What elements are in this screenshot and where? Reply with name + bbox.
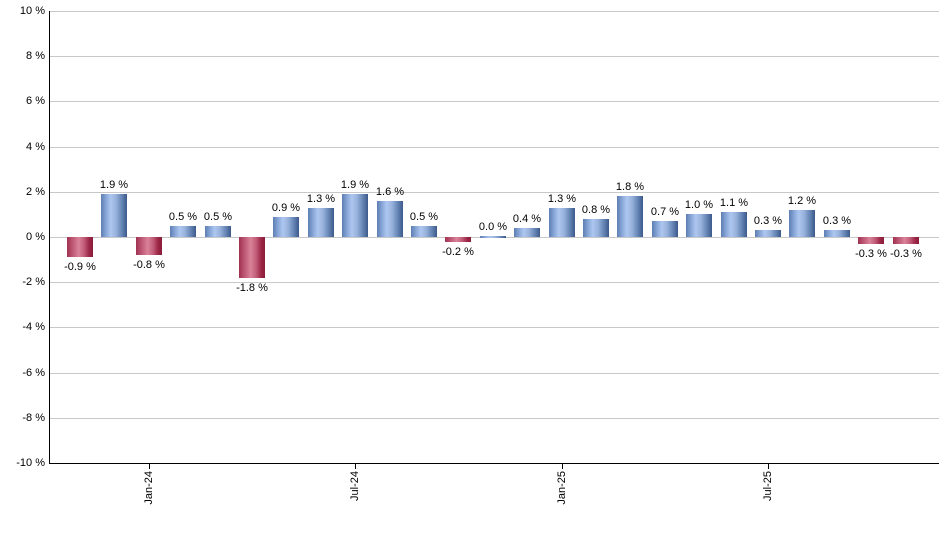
bar-value-label: 1.9 % bbox=[340, 179, 370, 191]
bar-value-label: 1.3 % bbox=[547, 193, 577, 205]
bar-value-label: 1.0 % bbox=[684, 199, 714, 211]
bar-Oct-25[interactable] bbox=[858, 237, 884, 244]
bar-value-label: 1.8 % bbox=[615, 181, 645, 193]
bar-value-label: 0.4 % bbox=[512, 213, 542, 225]
bar-Sep-24[interactable] bbox=[411, 226, 437, 237]
y-axis-label: -8 % bbox=[22, 412, 45, 424]
bar-value-label: 0.3 % bbox=[822, 215, 852, 227]
bar-Aug-25[interactable] bbox=[789, 210, 815, 237]
bar-Jun-25[interactable] bbox=[721, 212, 747, 237]
bar-value-label: 1.6 % bbox=[375, 186, 405, 198]
bar-Jan-24[interactable] bbox=[136, 237, 162, 255]
gridline--4pct bbox=[49, 327, 939, 328]
y-axis-label: -4 % bbox=[22, 321, 45, 333]
bar-value-label: 0.9 % bbox=[271, 202, 301, 214]
y-axis-label: 6 % bbox=[26, 95, 45, 107]
y-axis-label: 4 % bbox=[26, 141, 45, 153]
bar-Aug-24[interactable] bbox=[377, 201, 403, 237]
bar-value-label: -1.8 % bbox=[236, 282, 268, 294]
x-axis-tick bbox=[562, 463, 563, 469]
x-axis-tick bbox=[768, 463, 769, 469]
bar-value-label: 0.3 % bbox=[753, 215, 783, 227]
bar-Mar-24[interactable] bbox=[205, 226, 231, 237]
y-axis-label: 2 % bbox=[26, 186, 45, 198]
gridline-10pct bbox=[49, 11, 939, 12]
bar-May-25[interactable] bbox=[686, 214, 712, 237]
y-axis-label: 10 % bbox=[19, 5, 45, 17]
bar-value-label: -0.2 % bbox=[442, 246, 474, 258]
bar-value-label: 1.2 % bbox=[787, 195, 817, 207]
bar-Nov-23[interactable] bbox=[67, 237, 93, 257]
bar-Dec-24[interactable] bbox=[514, 228, 540, 237]
bar-Apr-24[interactable] bbox=[239, 237, 265, 278]
bar-Jul-25[interactable] bbox=[755, 230, 781, 237]
bar-value-label: 1.9 % bbox=[99, 179, 129, 191]
x-axis-tick bbox=[355, 463, 356, 469]
x-axis-line bbox=[49, 463, 939, 464]
bar-Feb-25[interactable] bbox=[583, 219, 609, 237]
bar-value-label: -0.9 % bbox=[64, 261, 96, 273]
x-axis-label: Jul-25 bbox=[762, 471, 774, 501]
x-axis-label: Jan-24 bbox=[143, 471, 155, 505]
x-axis-label: Jan-25 bbox=[556, 471, 568, 505]
y-axis-label: -10 % bbox=[16, 457, 45, 469]
gridline--6pct bbox=[49, 373, 939, 374]
bar-value-label: 0.0 % bbox=[478, 221, 508, 233]
y-axis-line bbox=[49, 11, 50, 464]
bar-value-label: 0.5 % bbox=[168, 211, 198, 223]
bar-Mar-25[interactable] bbox=[617, 196, 643, 237]
gridline--8pct bbox=[49, 418, 939, 419]
gridline-4pct bbox=[49, 147, 939, 148]
bar-Feb-24[interactable] bbox=[170, 226, 196, 237]
bar-Nov-24[interactable] bbox=[480, 236, 506, 238]
bar-Dec-23[interactable] bbox=[101, 194, 127, 237]
bar-Sep-25[interactable] bbox=[824, 230, 850, 237]
y-axis-label: -6 % bbox=[22, 367, 45, 379]
y-axis-label: 0 % bbox=[26, 231, 45, 243]
bar-Oct-24[interactable] bbox=[445, 237, 471, 242]
y-axis-label: 8 % bbox=[26, 50, 45, 62]
bar-Jul-24[interactable] bbox=[342, 194, 368, 237]
bar-Apr-25[interactable] bbox=[652, 221, 678, 237]
bar-value-label: -0.3 % bbox=[855, 248, 887, 260]
y-axis-label: -2 % bbox=[22, 276, 45, 288]
bar-value-label: -0.3 % bbox=[890, 248, 922, 260]
bar-value-label: -0.8 % bbox=[133, 259, 165, 271]
bar-Jun-24[interactable] bbox=[308, 208, 334, 237]
bar-value-label: 0.8 % bbox=[581, 204, 611, 216]
bar-value-label: 1.3 % bbox=[306, 193, 336, 205]
bar-Nov-25[interactable] bbox=[893, 237, 919, 244]
bar-value-label: 0.5 % bbox=[203, 211, 233, 223]
gridline--2pct bbox=[49, 282, 939, 283]
x-axis-label: Jul-24 bbox=[349, 471, 361, 501]
gridline-2pct bbox=[49, 192, 939, 193]
bar-value-label: 1.1 % bbox=[719, 197, 749, 209]
bar-value-label: 0.5 % bbox=[409, 211, 439, 223]
bar-value-label: 0.7 % bbox=[650, 206, 680, 218]
bar-May-24[interactable] bbox=[273, 217, 299, 237]
x-axis-tick bbox=[149, 463, 150, 469]
gridline-6pct bbox=[49, 101, 939, 102]
gridline-8pct bbox=[49, 56, 939, 57]
bar-Jan-25[interactable] bbox=[549, 208, 575, 237]
